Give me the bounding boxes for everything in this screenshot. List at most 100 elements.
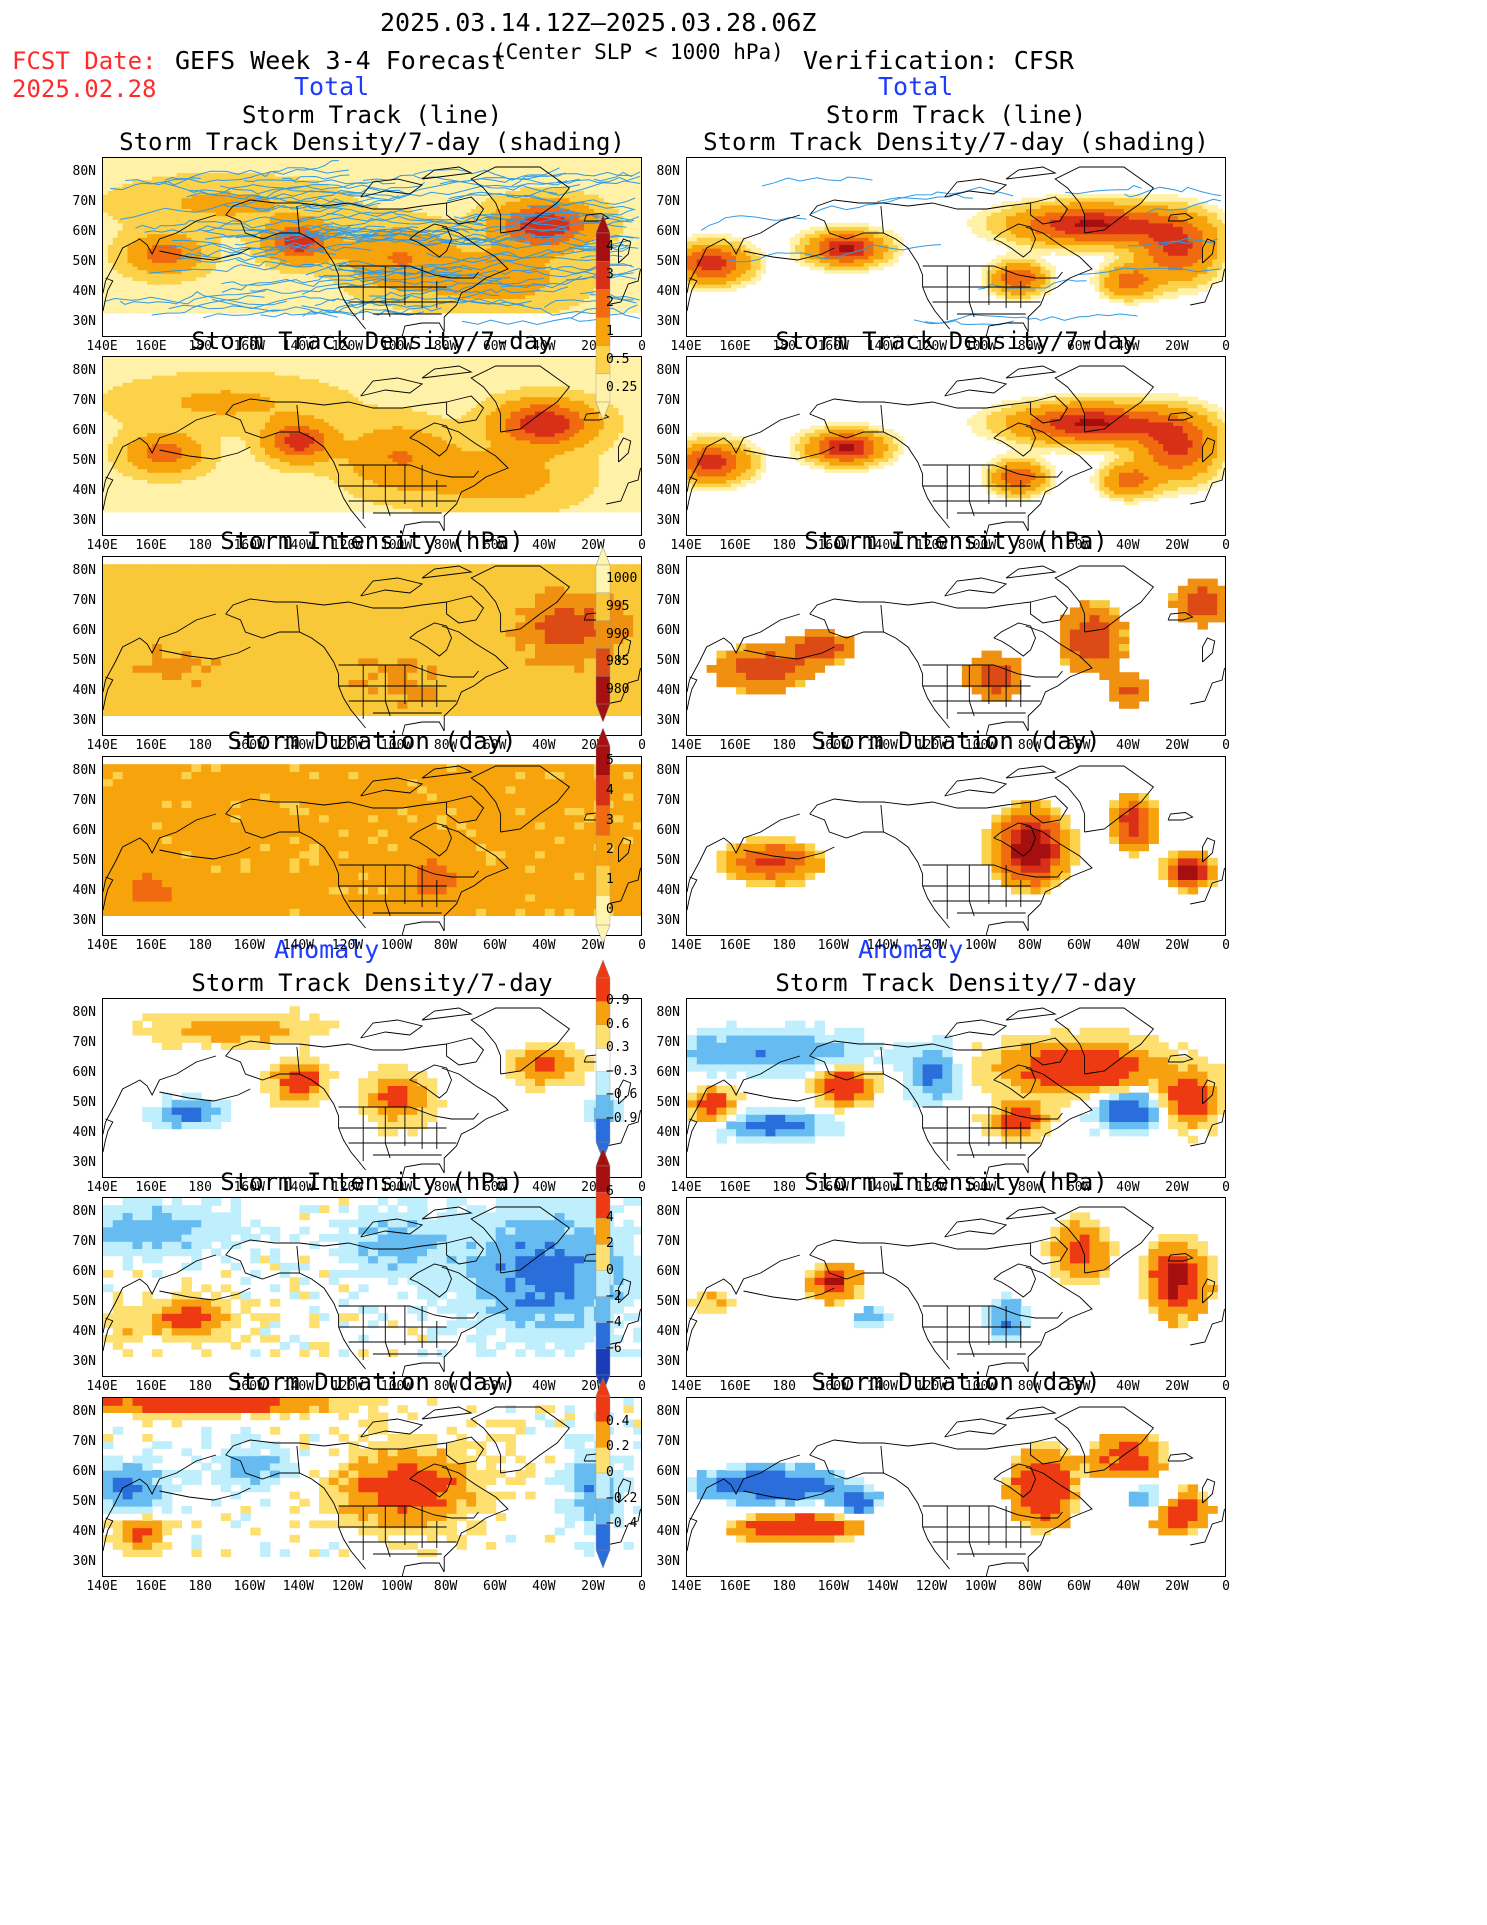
storm-track xyxy=(303,202,381,213)
colorbar-label: −2 xyxy=(606,1288,622,1304)
colorbar-label: 980 xyxy=(606,682,630,698)
lon-tick-label: 80W xyxy=(1017,538,1042,553)
colorbar-label: 0.3 xyxy=(606,1040,630,1056)
lat-tick-label: 50N xyxy=(656,653,680,668)
lon-tick-label: 40W xyxy=(532,538,556,553)
lon-tick-label: 60W xyxy=(1066,1579,1091,1594)
colorbar-label: 4 xyxy=(606,239,614,255)
panel-title-line: Storm Track Density/7-day xyxy=(775,327,1137,355)
storm-track xyxy=(432,222,627,234)
colorbar-duration-anom xyxy=(590,1377,616,1569)
storm-track xyxy=(461,317,603,326)
lat-tick-label: 50N xyxy=(72,453,96,468)
lon-tick-label: 0 xyxy=(638,1579,646,1594)
storm-track xyxy=(168,304,281,312)
storm-track xyxy=(197,228,380,239)
lon-tick-label: 180 xyxy=(772,339,796,354)
lon-tick-label: 140E xyxy=(670,938,702,953)
lon-tick-label: 80W xyxy=(1017,938,1042,953)
panel-title-line: Storm Duration (day) xyxy=(811,727,1101,755)
lon-tick-label: 120W xyxy=(915,738,948,753)
lat-tick-label: 50N xyxy=(72,1494,96,1509)
lon-tick-label: 160W xyxy=(233,538,265,553)
storm-track xyxy=(400,247,599,268)
lon-tick-label: 140E xyxy=(670,738,702,753)
product-title: GEFS Week 3-4 Forecast xyxy=(175,46,507,75)
panel-title: Storm Track Density/7-day xyxy=(102,970,642,997)
lon-tick-label: 20W xyxy=(581,1579,605,1594)
lat-tick-label: 40N xyxy=(656,683,680,698)
lon-tick-label: 160E xyxy=(135,1180,167,1195)
total-label-right: Total xyxy=(878,72,954,101)
lon-tick-label: 40W xyxy=(1116,938,1140,953)
lat-tick-label: 30N xyxy=(656,913,680,928)
lon-tick-label: 180 xyxy=(188,738,212,753)
storm-track xyxy=(316,228,470,250)
lat-tick-label: 70N xyxy=(72,1035,96,1050)
storm-track xyxy=(1147,198,1222,213)
storm-track xyxy=(203,224,441,238)
lat-tick-label: 60N xyxy=(72,1464,96,1479)
storm-track xyxy=(385,286,499,296)
lon-tick-label: 20W xyxy=(1165,738,1189,753)
lon-tick-label: 120W xyxy=(331,938,364,953)
panel-title-line: Storm Duration (day) xyxy=(811,1368,1101,1396)
lat-tick-label: 60N xyxy=(72,1264,96,1279)
lon-tick-label: 100W xyxy=(380,938,413,953)
lat-tick-label: 80N xyxy=(656,164,680,179)
lon-tick-label: 60W xyxy=(482,1180,507,1195)
lat-tick-label: 30N xyxy=(72,1554,96,1569)
lat-tick-label: 70N xyxy=(656,393,680,408)
lon-tick-label: 100W xyxy=(964,938,997,953)
lon-tick-label: 100W xyxy=(964,339,997,354)
lat-tick-label: 50N xyxy=(656,853,680,868)
panel-title: Storm Track (line) Storm Track Density/7-… xyxy=(686,102,1226,156)
lon-tick-label: 160E xyxy=(135,339,167,354)
lon-tick-label: 180 xyxy=(772,738,796,753)
lat-tick-label: 40N xyxy=(656,1524,680,1539)
lon-tick-label: 160E xyxy=(135,938,167,953)
lon-tick-label: 160E xyxy=(719,1379,751,1394)
lon-tick-label: 160W xyxy=(817,1579,849,1594)
panel-title-line: Storm Track Density/7-day xyxy=(191,969,553,997)
panel-title: Storm Intensity (hPa) xyxy=(102,1169,642,1196)
lon-tick-label: 80W xyxy=(1017,738,1042,753)
lon-tick-label: 120W xyxy=(915,339,948,354)
storm-track xyxy=(164,167,349,181)
storm-track xyxy=(104,290,266,305)
storm-track xyxy=(548,180,641,196)
lon-tick-label: 140E xyxy=(86,738,118,753)
lat-tick-label: 60N xyxy=(656,823,680,838)
lat-tick-label: 80N xyxy=(656,563,680,578)
lat-tick-label: 30N xyxy=(72,1155,96,1170)
lon-tick-label: 100W xyxy=(380,339,413,354)
lat-tick-label: 80N xyxy=(656,1005,680,1020)
lon-tick-label: 140E xyxy=(670,1579,702,1594)
storm-track xyxy=(197,246,372,257)
colorbar-label: 5 xyxy=(606,752,614,768)
colorbar-duration xyxy=(590,727,616,944)
storm-track xyxy=(164,182,348,204)
lon-tick-label: 80W xyxy=(1017,339,1042,354)
colorbar-label: −0.9 xyxy=(606,1110,638,1126)
lon-tick-label: 140W xyxy=(282,1579,315,1594)
lon-tick-label: 20W xyxy=(581,538,605,553)
lat-tick-label: 70N xyxy=(72,194,96,209)
lon-tick-label: 140E xyxy=(670,1379,702,1394)
lat-tick-label: 70N xyxy=(656,593,680,608)
lon-tick-label: 40W xyxy=(1116,1379,1140,1394)
lat-tick-label: 50N xyxy=(72,853,96,868)
lon-tick-label: 160W xyxy=(817,339,849,354)
colorbar-label: −0.4 xyxy=(606,1516,638,1532)
lat-tick-label: 40N xyxy=(656,1324,680,1339)
lon-tick-label: 80W xyxy=(1017,1180,1042,1195)
lat-tick-label: 50N xyxy=(72,653,96,668)
map-panel-intensity-anom-obs xyxy=(686,1197,1226,1377)
lon-tick-label: 180 xyxy=(188,938,212,953)
storm-track xyxy=(511,171,632,187)
lon-tick-label: 80W xyxy=(433,538,458,553)
lon-tick-label: 160E xyxy=(719,339,751,354)
colorbar-label: −0.6 xyxy=(606,1087,638,1103)
storm-track xyxy=(296,211,487,227)
lat-tick-label: 70N xyxy=(656,1035,680,1050)
